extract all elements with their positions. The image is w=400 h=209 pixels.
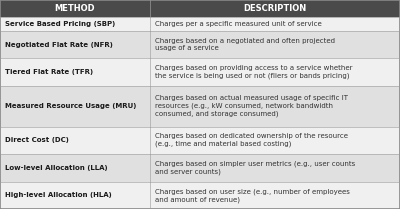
Text: Measured Resource Usage (MRU): Measured Resource Usage (MRU) (5, 103, 136, 109)
Text: Charges per a specific measured unit of service: Charges per a specific measured unit of … (155, 21, 322, 27)
Text: Charges based on actual measured usage of specific IT
resources (e.g., kW consum: Charges based on actual measured usage o… (155, 95, 348, 117)
Text: Charges based on user size (e.g., number of employees
and amount of revenue): Charges based on user size (e.g., number… (155, 188, 350, 203)
Bar (0, 182, 400, 209)
Bar (0, 127, 400, 154)
Bar (0, 0, 400, 17)
Text: High-level Allocation (HLA): High-level Allocation (HLA) (5, 192, 112, 198)
Text: METHOD: METHOD (55, 4, 95, 13)
Text: Direct Cost (DC): Direct Cost (DC) (5, 138, 69, 143)
Bar (0, 58, 400, 86)
Bar (0, 17, 400, 31)
Text: DESCRIPTION: DESCRIPTION (243, 4, 307, 13)
Text: Tiered Flat Rate (TFR): Tiered Flat Rate (TFR) (5, 69, 93, 75)
Text: Charges based on dedicated ownership of the resource
(e.g., time and material ba: Charges based on dedicated ownership of … (155, 134, 348, 148)
Text: Service Based Pricing (SBP): Service Based Pricing (SBP) (5, 21, 115, 27)
Bar (0, 86, 400, 127)
Text: Low-level Allocation (LLA): Low-level Allocation (LLA) (5, 165, 108, 171)
Bar (0, 31, 400, 58)
Bar (0, 154, 400, 182)
Text: Charges based on a negotiated and often projected
usage of a service: Charges based on a negotiated and often … (155, 38, 335, 51)
Text: Charges based on simpler user metrics (e.g., user counts
and server counts): Charges based on simpler user metrics (e… (155, 161, 355, 175)
Text: Charges based on providing access to a service whether
the service is being used: Charges based on providing access to a s… (155, 65, 352, 79)
Text: Negotiated Flat Rate (NFR): Negotiated Flat Rate (NFR) (5, 42, 113, 47)
